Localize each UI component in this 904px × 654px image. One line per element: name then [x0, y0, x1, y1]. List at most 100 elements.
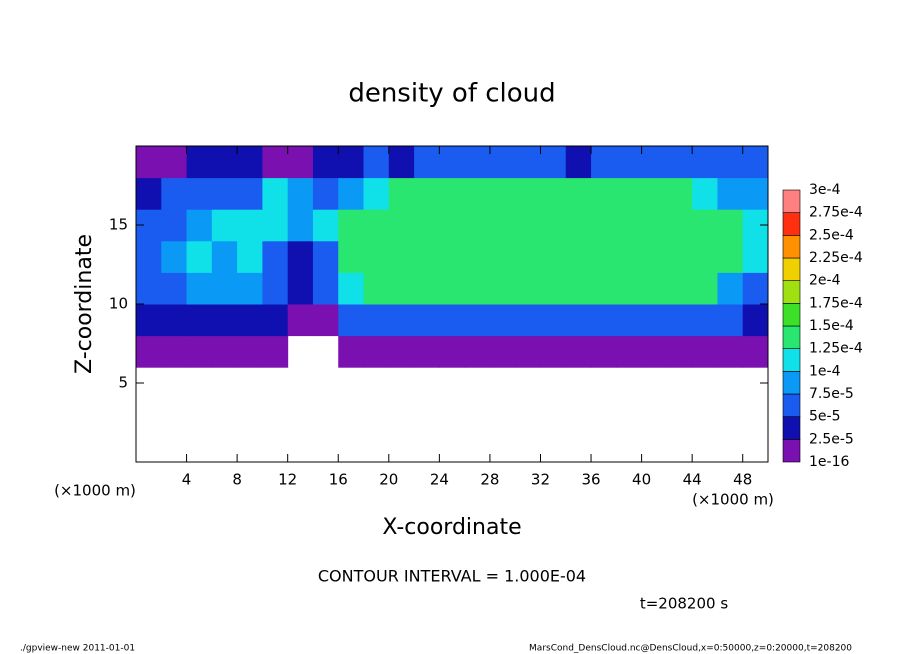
cell [363, 272, 390, 305]
cell [237, 177, 263, 210]
x-tick-label: 36 [581, 471, 600, 489]
cell [136, 272, 162, 305]
colorbar-box [782, 416, 801, 440]
cell [692, 209, 718, 242]
cell [312, 177, 339, 210]
cell [540, 209, 567, 242]
cell [742, 177, 769, 210]
cell [312, 146, 339, 179]
cell [287, 146, 314, 179]
cell [489, 177, 516, 210]
cell [161, 209, 188, 242]
cell [237, 335, 263, 368]
cell [641, 304, 668, 337]
x-tick-label: 4 [182, 471, 192, 489]
cell [262, 209, 289, 242]
cell [641, 335, 668, 368]
colorbar-box [782, 189, 801, 213]
cell [338, 146, 365, 179]
cell [439, 177, 466, 210]
cell [388, 209, 415, 242]
colorbar-label: 1.25e-4 [809, 341, 863, 357]
cell [287, 304, 314, 337]
cell [515, 304, 541, 337]
cell [565, 209, 592, 242]
cell [540, 304, 567, 337]
cell [515, 209, 541, 242]
cell [666, 146, 693, 179]
cell [439, 335, 466, 368]
cell [237, 209, 263, 242]
x-tick-label: 8 [232, 471, 242, 489]
cell [161, 272, 188, 305]
cell [439, 240, 466, 273]
cell [338, 209, 365, 242]
cell [136, 146, 162, 179]
time-label: t=208200 s [640, 595, 728, 613]
cell [136, 304, 162, 337]
cell [262, 177, 289, 210]
cell [136, 177, 162, 210]
cell [363, 240, 390, 273]
cell [591, 240, 617, 273]
colorbar-label: 2.75e-4 [809, 205, 863, 221]
colorbar-box [782, 235, 801, 259]
cell [388, 146, 415, 179]
cell [312, 304, 339, 337]
cell [641, 146, 668, 179]
cell [312, 272, 339, 305]
colorbar-label: 2.25e-4 [809, 250, 863, 266]
colorbar-box [782, 439, 801, 463]
cell [717, 177, 744, 210]
cell [742, 335, 769, 368]
cell [489, 335, 516, 368]
colorbar-label: 7.5e-5 [809, 386, 854, 402]
cell [287, 177, 314, 210]
y-unit: (×1000 m) [54, 482, 136, 500]
colorbar-label: 5e-5 [809, 409, 840, 425]
cell [540, 335, 567, 368]
colorbar-label: 1e-4 [809, 363, 841, 379]
cell [161, 146, 188, 179]
cell [515, 272, 541, 305]
cell [338, 240, 365, 273]
cell [641, 209, 668, 242]
colorbar-label: 2e-4 [809, 273, 841, 289]
cell [287, 272, 314, 305]
cell [565, 240, 592, 273]
colorbar-box [782, 303, 801, 327]
cell [489, 209, 516, 242]
cell [363, 335, 390, 368]
cell [515, 146, 541, 179]
cell [414, 177, 440, 210]
cell [186, 146, 213, 179]
cell [186, 177, 213, 210]
cell [666, 335, 693, 368]
cell [161, 304, 188, 337]
cell [186, 304, 213, 337]
cell [616, 209, 643, 242]
cell [717, 304, 744, 337]
x-tick-label: 24 [430, 471, 449, 489]
cell [414, 209, 440, 242]
cell [641, 240, 668, 273]
cell [591, 304, 617, 337]
cell [692, 304, 718, 337]
chart-title: density of cloud [348, 79, 555, 109]
cell [363, 177, 390, 210]
colorbar-label: 3e-4 [809, 182, 841, 198]
cell [616, 304, 643, 337]
cell [262, 240, 289, 273]
cell [287, 240, 314, 273]
cell [262, 146, 289, 179]
x-unit: (×1000 m) [692, 491, 774, 509]
cell [161, 240, 188, 273]
cell [211, 209, 238, 242]
cell [363, 146, 390, 179]
cell [717, 335, 744, 368]
cell [692, 177, 718, 210]
cell [439, 209, 466, 242]
x-tick-label: 16 [329, 471, 348, 489]
cell [464, 177, 491, 210]
